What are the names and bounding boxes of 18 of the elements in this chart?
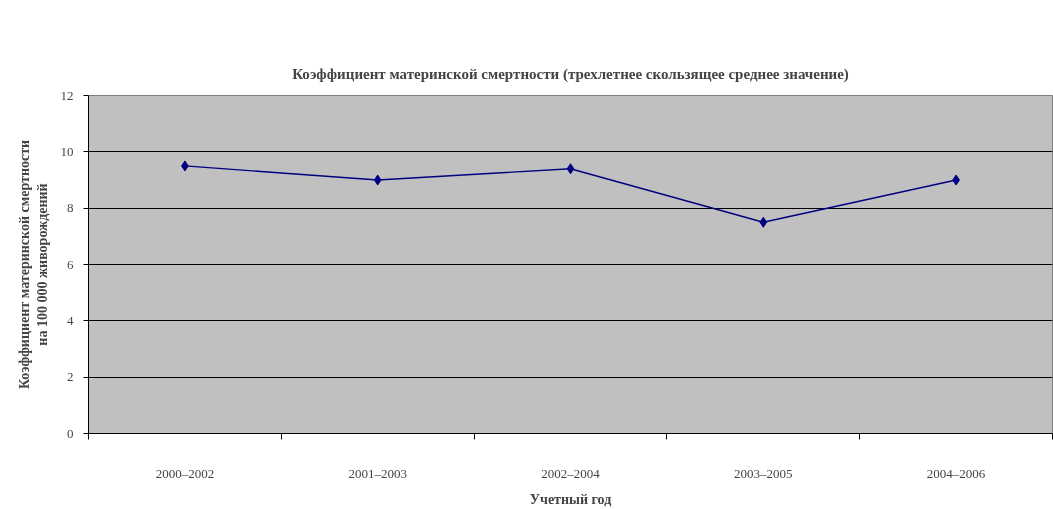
x-tick-label: 2000–2002: [155, 465, 215, 481]
point: [373, 174, 382, 186]
y-tick-label: 6: [67, 256, 74, 272]
y-axis-title: Коэффициент материнской смертности на 100 000 живорождений: [16, 139, 50, 390]
x-tick-label: 2003–2005: [734, 465, 793, 481]
x-tick-label: 2004–2006: [926, 465, 986, 481]
x-tick-label: 2002–2004: [541, 465, 601, 481]
y-tick-label: 8: [67, 200, 74, 216]
x-axis-title: Учетный год: [529, 491, 612, 507]
y-tick-label: 0: [67, 425, 74, 441]
point: [759, 216, 768, 228]
x-tick-label: 2001–2003: [348, 465, 407, 481]
y-tick-label: 2: [67, 369, 74, 385]
y-tick-label: 12: [60, 87, 74, 103]
chart-title: Коэффициент материнской смертности (трехлетнее скользящее среднее значение): [292, 65, 849, 83]
y-tick-label: 10: [60, 143, 74, 159]
point: [566, 163, 575, 175]
y-tick-label: 4: [67, 312, 74, 328]
